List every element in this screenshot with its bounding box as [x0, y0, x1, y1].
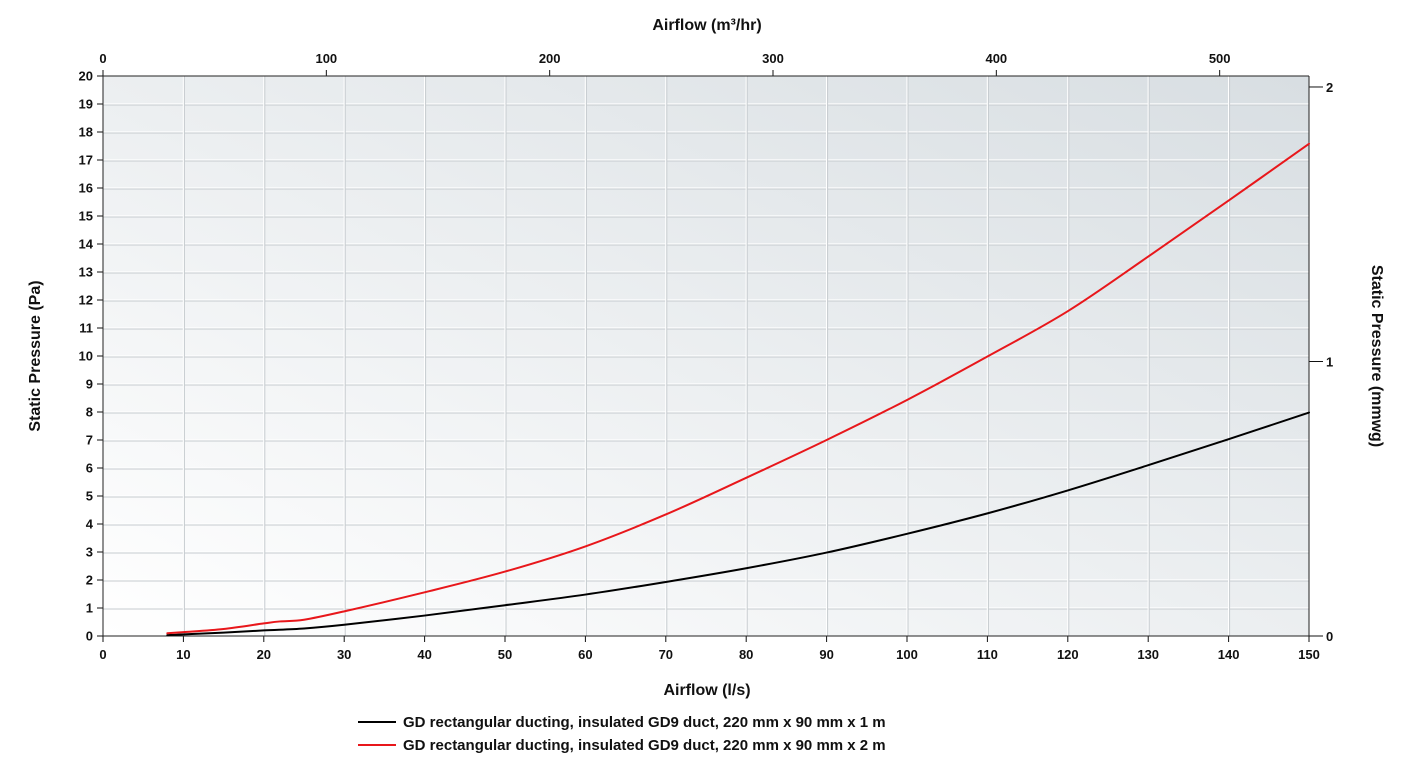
x-bottom-tick-label-15: 150 [1298, 647, 1320, 662]
y-left-tick-label-1: 1 [86, 601, 93, 616]
x-axis-title-bottom: Airflow (l/s) [663, 682, 750, 699]
y-left-tick-label-15: 15 [79, 209, 93, 224]
y-left-tick-label-14: 14 [79, 237, 94, 252]
x-bottom-tick-label-4: 40 [417, 647, 431, 662]
y-left-tick-label-20: 20 [79, 69, 93, 84]
x-bottom-tick-label-6: 60 [578, 647, 592, 662]
y-left-tick-label-10: 10 [79, 349, 93, 364]
series-lines [166, 142, 1310, 637]
y-axis-title-left: Static Pressure (Pa) [27, 280, 44, 431]
y-left-tick-label-2: 2 [86, 573, 93, 588]
x-top-tick-label-0: 0 [99, 51, 106, 66]
x-top-tick-label-1: 100 [315, 51, 337, 66]
x-bottom-tick-label-7: 70 [659, 647, 673, 662]
legend-label-series-2: GD rectangular ducting, insulated GD9 du… [403, 737, 886, 754]
y-left-tick-label-6: 6 [86, 461, 93, 476]
y-left-tick-label-16: 16 [79, 181, 93, 196]
x-bottom-tick-label-10: 100 [896, 647, 918, 662]
x-top-tick-label-3: 300 [762, 51, 784, 66]
grid-lines [103, 76, 1309, 636]
x-top-tick-label-2: 200 [539, 51, 561, 66]
y-axis-title-right: Static Pressure (mmwg) [1368, 265, 1385, 447]
y-left-tick-label-8: 8 [86, 405, 93, 420]
x-bottom-tick-label-5: 50 [498, 647, 512, 662]
x-bottom-tick-label-9: 90 [819, 647, 833, 662]
x-axis-title-top: Airflow (m³/hr) [652, 17, 761, 34]
y-left-tick-label-4: 4 [86, 517, 94, 532]
x-top-tick-label-4: 400 [985, 51, 1007, 66]
y-left-tick-label-12: 12 [79, 293, 93, 308]
x-bottom-tick-label-8: 80 [739, 647, 753, 662]
x-bottom-tick-label-0: 0 [99, 647, 106, 662]
x-top-tick-label-5: 500 [1209, 51, 1231, 66]
legend-label-series-1: GD rectangular ducting, insulated GD9 du… [403, 714, 886, 731]
x-bottom-tick-label-1: 10 [176, 647, 190, 662]
y-left-tick-label-17: 17 [79, 153, 93, 168]
y-left-tick-label-18: 18 [79, 125, 93, 140]
x-bottom-tick-label-12: 120 [1057, 647, 1079, 662]
series-line-2 [166, 142, 1310, 635]
y-left-tick-label-0: 0 [86, 629, 93, 644]
y-left-tick-label-5: 5 [86, 489, 93, 504]
x-bottom-tick-label-14: 140 [1218, 647, 1240, 662]
x-bottom-tick-label-3: 30 [337, 647, 351, 662]
y-right-tick-label-0: 0 [1326, 629, 1333, 644]
axes [97, 70, 1323, 642]
y-left-tick-label-19: 19 [79, 97, 93, 112]
y-left-tick-label-3: 3 [86, 545, 93, 560]
y-left-tick-label-13: 13 [79, 265, 93, 280]
y-left-tick-label-11: 11 [79, 321, 93, 336]
y-left-tick-label-7: 7 [86, 433, 93, 448]
y-right-tick-label-2: 2 [1326, 80, 1333, 95]
x-bottom-tick-label-13: 130 [1137, 647, 1159, 662]
legend: GD rectangular ducting, insulated GD9 du… [358, 714, 886, 754]
series-line-1 [166, 411, 1310, 637]
x-bottom-tick-label-2: 20 [257, 647, 271, 662]
x-bottom-tick-label-11: 110 [977, 647, 998, 662]
y-right-tick-label-1: 1 [1326, 354, 1333, 369]
y-left-tick-label-9: 9 [86, 377, 93, 392]
